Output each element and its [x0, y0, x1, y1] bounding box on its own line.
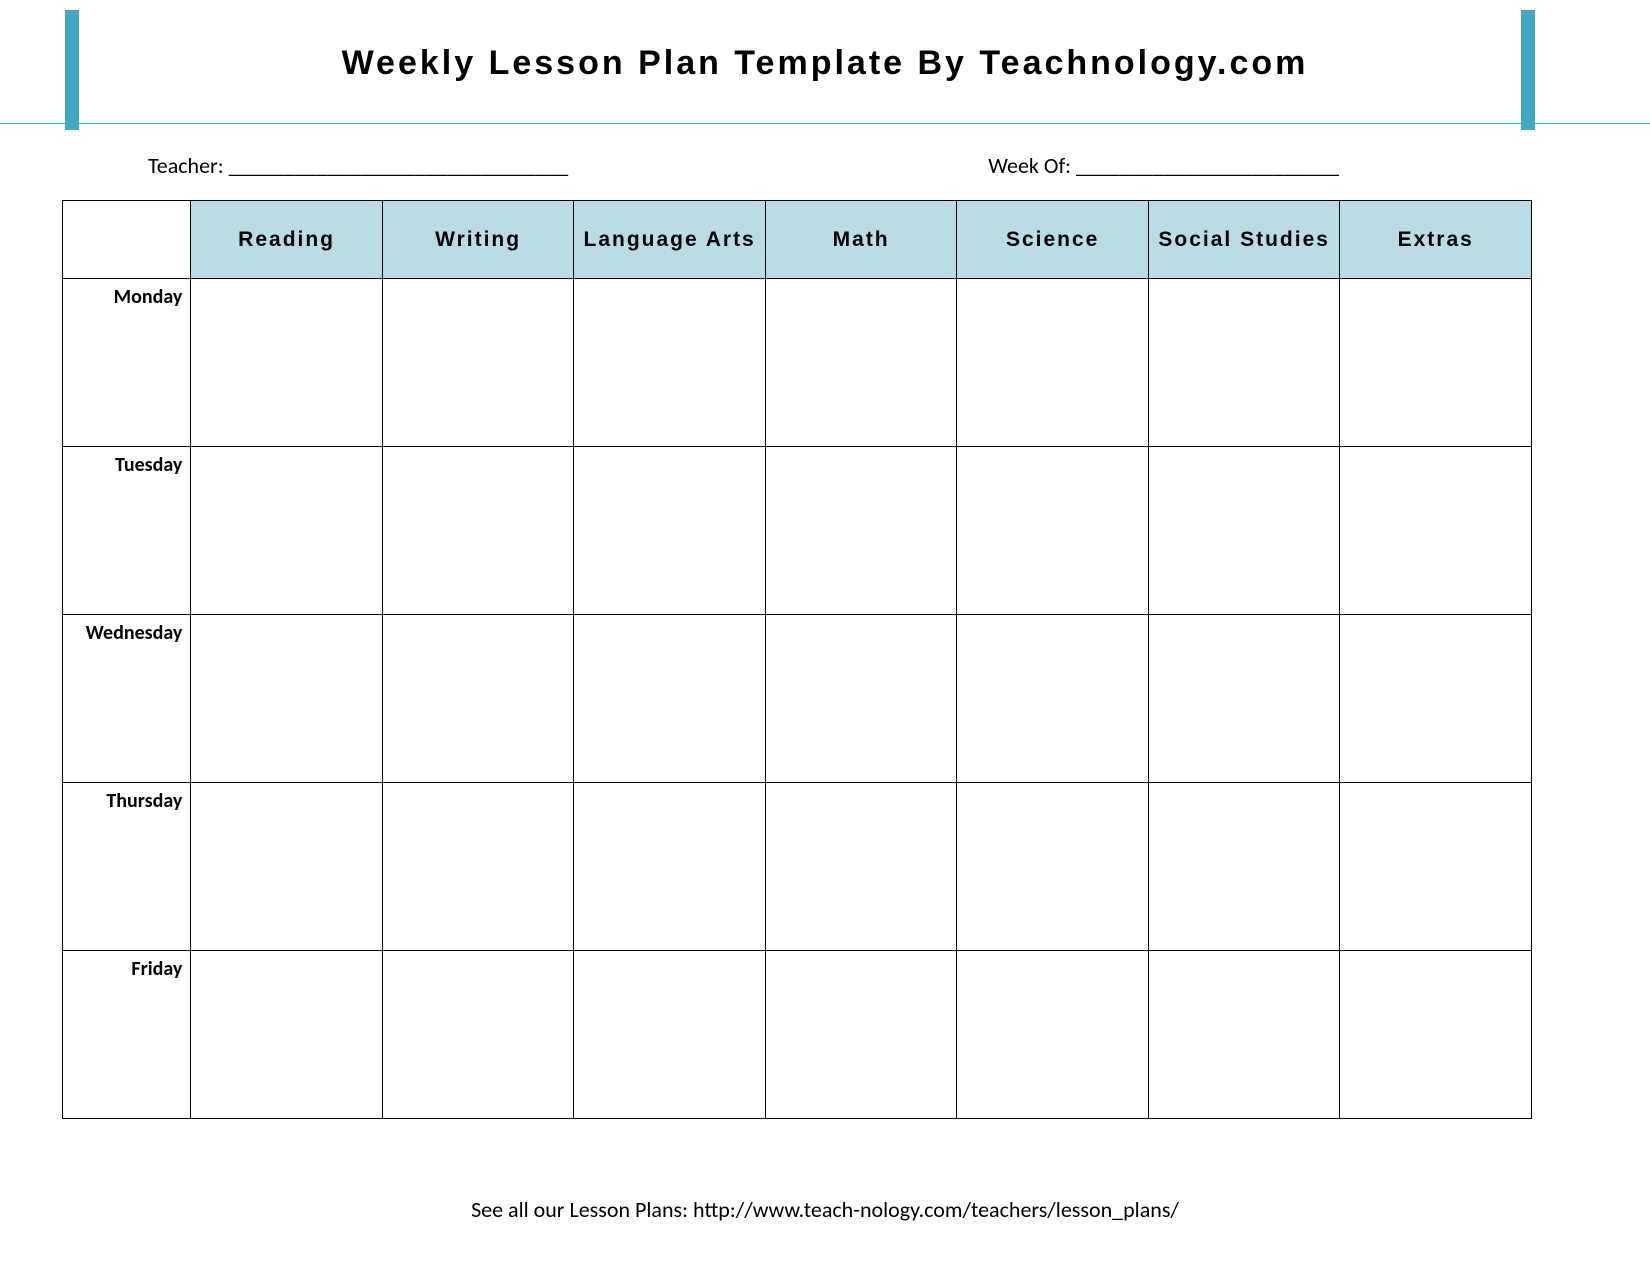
- day-label: Tuesday: [63, 447, 191, 615]
- plan-cell: [1148, 783, 1340, 951]
- info-row: Teacher: _______________________________…: [0, 152, 1650, 179]
- table-row: Thursday: [63, 783, 1532, 951]
- plan-cell: [1340, 279, 1532, 447]
- plan-cell: [382, 279, 574, 447]
- plan-cell: [957, 279, 1149, 447]
- plan-cell: [1340, 615, 1532, 783]
- table-row: Monday: [63, 279, 1532, 447]
- plan-cell: [1148, 951, 1340, 1119]
- day-label: Friday: [63, 951, 191, 1119]
- plan-cell: [957, 783, 1149, 951]
- col-header: Social Studies: [1148, 201, 1340, 279]
- plan-cell: [765, 783, 957, 951]
- col-header: Language Arts: [574, 201, 766, 279]
- plan-cell: [957, 951, 1149, 1119]
- horizontal-rule: [0, 123, 1650, 124]
- plan-cell: [1340, 447, 1532, 615]
- plan-cell: [574, 783, 766, 951]
- plan-cell: [1148, 447, 1340, 615]
- plan-cell: [765, 447, 957, 615]
- plan-cell: [191, 951, 383, 1119]
- col-header: Extras: [1340, 201, 1532, 279]
- day-label: Monday: [63, 279, 191, 447]
- table-row: Friday: [63, 951, 1532, 1119]
- plan-cell: [382, 447, 574, 615]
- page-title: Weekly Lesson Plan Template By Teachnolo…: [0, 44, 1650, 83]
- plan-cell: [382, 951, 574, 1119]
- table-row: Wednesday: [63, 615, 1532, 783]
- plan-cell: [191, 279, 383, 447]
- plan-cell: [1148, 615, 1340, 783]
- plan-cell: [1340, 951, 1532, 1119]
- plan-cell: [574, 615, 766, 783]
- plan-cell: [574, 279, 766, 447]
- teacher-field-label: Teacher: _______________________________: [148, 152, 568, 179]
- plan-cell: [1148, 279, 1340, 447]
- plan-cell: [1340, 783, 1532, 951]
- plan-cell: [382, 615, 574, 783]
- col-header: Reading: [191, 201, 383, 279]
- plan-cell: [191, 447, 383, 615]
- plan-cell: [191, 783, 383, 951]
- day-label: Thursday: [63, 783, 191, 951]
- col-header: Math: [765, 201, 957, 279]
- lesson-plan-table: Reading Writing Language Arts Math Scien…: [62, 200, 1532, 1119]
- table-row: Tuesday: [63, 447, 1532, 615]
- plan-cell: [765, 951, 957, 1119]
- plan-cell: [957, 447, 1149, 615]
- plan-cell: [574, 447, 766, 615]
- col-header: Science: [957, 201, 1149, 279]
- plan-cell: [382, 783, 574, 951]
- table-corner-cell: [63, 201, 191, 279]
- plan-cell: [574, 951, 766, 1119]
- footer-text: See all our Lesson Plans: http://www.tea…: [0, 1196, 1650, 1223]
- plan-cell: [765, 615, 957, 783]
- col-header: Writing: [382, 201, 574, 279]
- plan-cell: [765, 279, 957, 447]
- plan-cell: [191, 615, 383, 783]
- week-field-label: Week Of: ________________________: [988, 152, 1339, 179]
- day-label: Wednesday: [63, 615, 191, 783]
- plan-cell: [957, 615, 1149, 783]
